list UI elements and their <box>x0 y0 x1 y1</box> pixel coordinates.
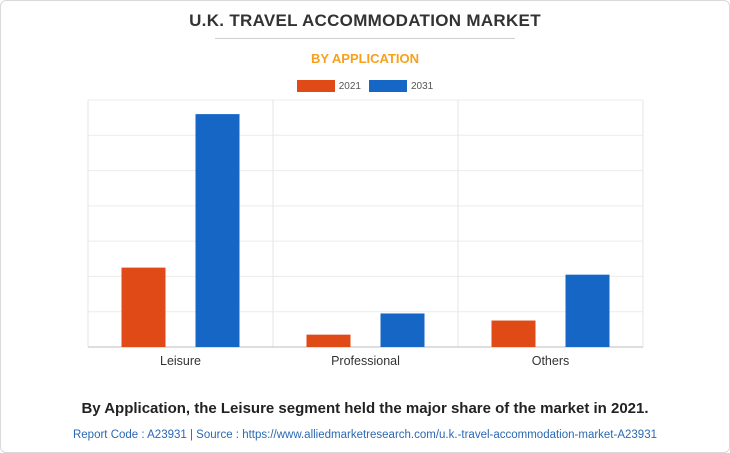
chart-caption: By Application, the Leisure segment held… <box>81 400 649 417</box>
chart-legend: 2021 2031 <box>0 80 730 92</box>
legend-item-2021[interactable]: 2021 <box>296 80 361 92</box>
chart-subtitle: BY APPLICATION <box>310 51 420 66</box>
bar-leisure-2021 <box>121 267 166 347</box>
chart-title: U.K. TRAVEL ACCOMMODATION MARKET <box>189 11 541 30</box>
bar-professional-2031 <box>380 313 425 347</box>
bar-others-2031 <box>565 274 610 347</box>
x-tick-label: Others <box>532 354 570 368</box>
x-tick-label: Professional <box>331 354 400 368</box>
legend-swatch-2031 <box>369 80 407 92</box>
legend-label-2031: 2031 <box>411 80 434 92</box>
bar-professional-2021 <box>306 334 351 347</box>
title-divider <box>215 38 515 39</box>
bar-others-2021 <box>491 320 536 347</box>
bar-leisure-2031 <box>195 114 240 347</box>
legend-item-2031[interactable]: 2031 <box>369 80 433 92</box>
source-footer: Report Code : A23931 | Source : https://… <box>72 429 657 441</box>
legend-swatch-2021 <box>296 80 335 92</box>
x-tick-label: Leisure <box>160 354 201 368</box>
legend-label-2021: 2021 <box>338 80 361 92</box>
